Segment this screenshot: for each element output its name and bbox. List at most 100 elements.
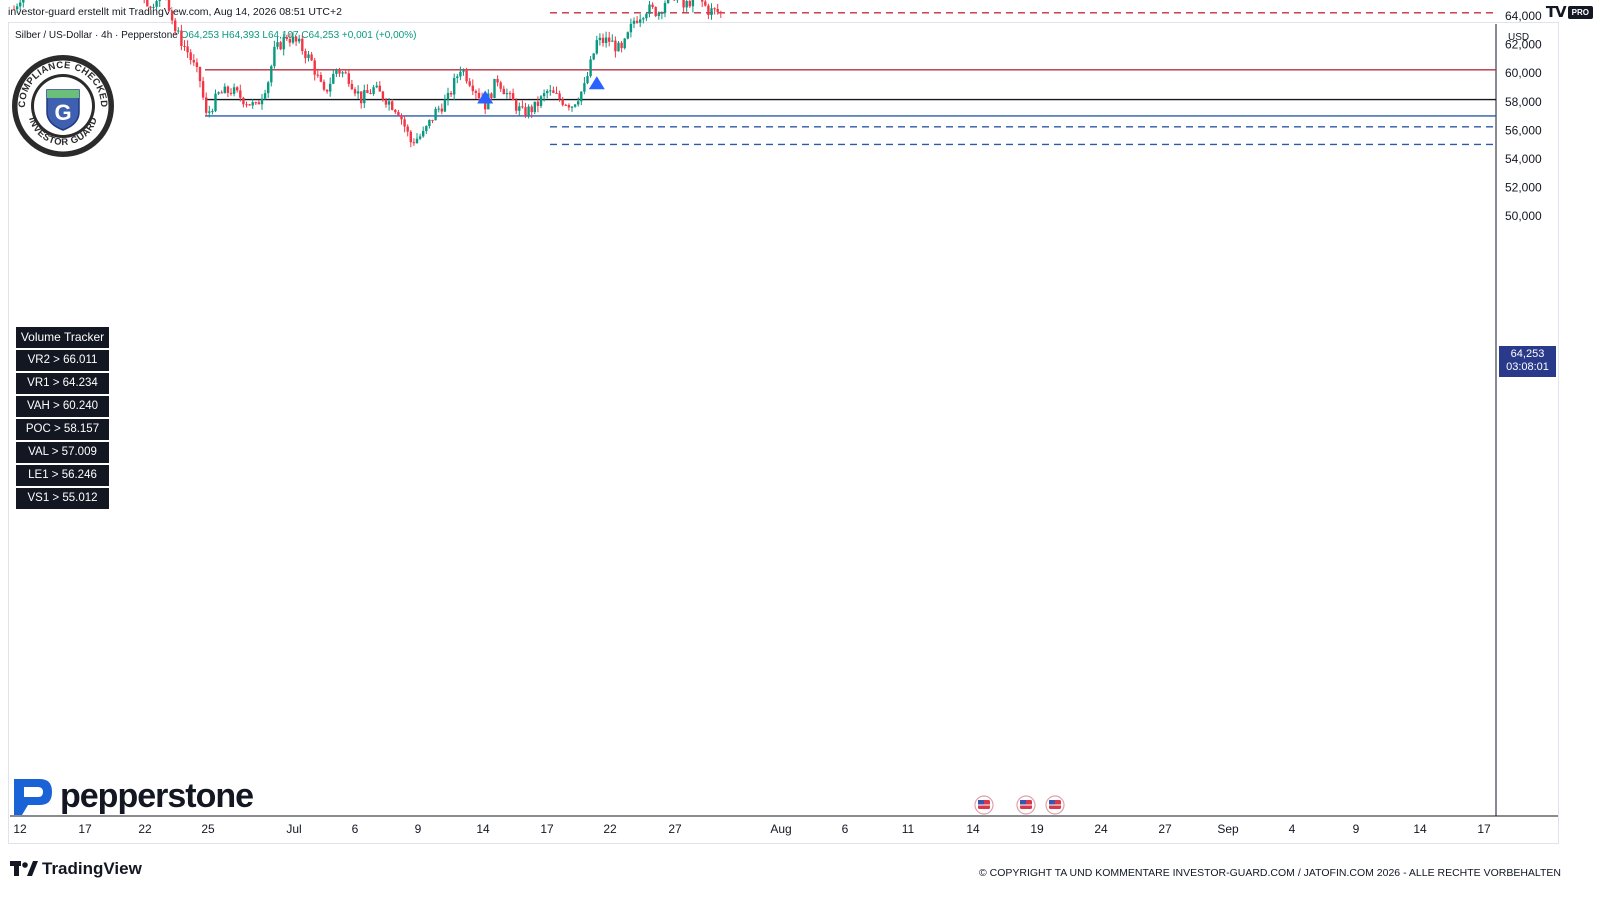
candle-body <box>691 0 695 7</box>
candle-body <box>580 91 583 102</box>
candle-body <box>639 19 642 23</box>
x-tick-label: 17 <box>78 822 92 836</box>
candle-body <box>208 111 211 113</box>
candle-body <box>409 131 412 143</box>
candle-body <box>558 93 561 100</box>
candle-body <box>415 138 419 144</box>
x-tick-label: 12 <box>13 822 27 836</box>
candle-body <box>177 30 180 32</box>
candle-body <box>493 78 496 98</box>
candle-body <box>403 119 406 127</box>
candle-body <box>294 36 298 42</box>
candle-body <box>329 83 332 92</box>
candle-body <box>632 20 636 24</box>
us-flag-canton-icon <box>978 800 984 805</box>
vt-row-le1: LE1 > 56.246 <box>16 465 109 486</box>
candle-body <box>152 6 155 8</box>
candle-body <box>601 37 605 43</box>
tradingview-logo[interactable]: TradingView <box>10 859 142 879</box>
candle-body <box>223 86 226 94</box>
compliance-badge-icon: COMPLIANCE CHECKED INVESTOR GUARD G <box>12 55 114 157</box>
candle-body <box>434 108 437 121</box>
pepperstone-logo: pepperstone <box>10 775 254 817</box>
candle-body <box>394 109 397 113</box>
candle-body <box>707 5 710 16</box>
candle-body <box>561 99 564 105</box>
candle-body <box>282 37 285 50</box>
candle-body <box>701 0 704 2</box>
candle-body <box>236 87 239 91</box>
candle-body <box>549 90 552 92</box>
candle-body <box>387 101 391 105</box>
x-tick-label: Jul <box>286 822 301 836</box>
ohlc-close: C64,253 <box>301 30 340 41</box>
candle-body <box>564 104 567 106</box>
candle-body <box>546 90 549 94</box>
candle-body <box>589 59 592 77</box>
candle-body <box>146 0 149 7</box>
candle-body <box>183 45 186 47</box>
x-tick-label: 19 <box>1030 822 1044 836</box>
candle-body <box>211 111 214 113</box>
tradingview-logo-icon: TV <box>1545 3 1567 21</box>
candle-body <box>645 13 648 19</box>
x-tick-label: 27 <box>668 822 682 836</box>
currency-label[interactable]: USD <box>1508 32 1530 43</box>
candle-body <box>586 76 589 84</box>
ohlc-open: O64,253 <box>180 30 220 41</box>
chart-author-line: investor-guard erstellt mit TradingView.… <box>8 6 342 18</box>
candle-body <box>456 76 459 79</box>
candle-body <box>12 8 16 10</box>
candle-body <box>344 72 347 74</box>
candle-body <box>716 9 719 12</box>
us-flag-canton-icon <box>1049 800 1055 805</box>
y-tick-label: 50,000 <box>1505 209 1542 223</box>
candle-body <box>462 70 465 72</box>
candle-body <box>660 12 664 14</box>
x-tick-label: 4 <box>1289 822 1296 836</box>
volume-tracker-title: Volume Tracker <box>16 327 109 348</box>
ohlc-high: H64,393 <box>221 30 260 41</box>
candle-body <box>642 18 645 20</box>
candle-body <box>307 54 310 59</box>
candle-body <box>267 82 270 94</box>
candle-body <box>397 112 400 116</box>
candle-body <box>291 36 295 43</box>
candle-body <box>15 6 19 10</box>
candle-body <box>471 85 474 92</box>
candle-body <box>251 102 254 106</box>
candle-body <box>313 60 316 75</box>
candle-body <box>22 0 25 3</box>
candle-body <box>350 83 354 90</box>
tradingview-mark-icon <box>10 861 38 876</box>
y-tick-label: 62,000 <box>1505 38 1542 52</box>
candle-body <box>316 74 319 76</box>
x-tick-label: 17 <box>1477 822 1491 836</box>
candle-body <box>369 93 372 95</box>
candle-body <box>453 78 456 95</box>
candle-body <box>363 90 366 104</box>
ohlc-change: +0,001 (+0,00%) <box>341 30 417 41</box>
candle-body <box>347 73 350 84</box>
candle-body <box>245 104 248 106</box>
candle-body <box>508 93 512 95</box>
candle-body <box>418 136 422 139</box>
candle-body <box>710 8 713 16</box>
candle-body <box>666 0 670 3</box>
candle-body <box>598 37 602 41</box>
volume-tracker-table: Volume Tracker VR2 > 66.011 VR1 > 64.234… <box>16 327 109 511</box>
bar-countdown: 03:08:01 <box>1506 361 1549 373</box>
candle-body <box>477 92 481 98</box>
x-tick-label: 17 <box>540 822 554 836</box>
candle-body <box>583 83 586 92</box>
candle-body <box>400 115 403 120</box>
candle-body <box>533 101 536 113</box>
candle-body <box>635 20 639 23</box>
candle-body <box>459 71 462 77</box>
candle-body <box>608 37 611 42</box>
candle-body <box>524 107 527 116</box>
vt-row-vah: VAH > 60.240 <box>16 396 109 417</box>
candle-body <box>484 100 487 110</box>
symbol-legend[interactable]: Silber / US-Dollar · 4h · Pepperstone O6… <box>15 30 416 41</box>
